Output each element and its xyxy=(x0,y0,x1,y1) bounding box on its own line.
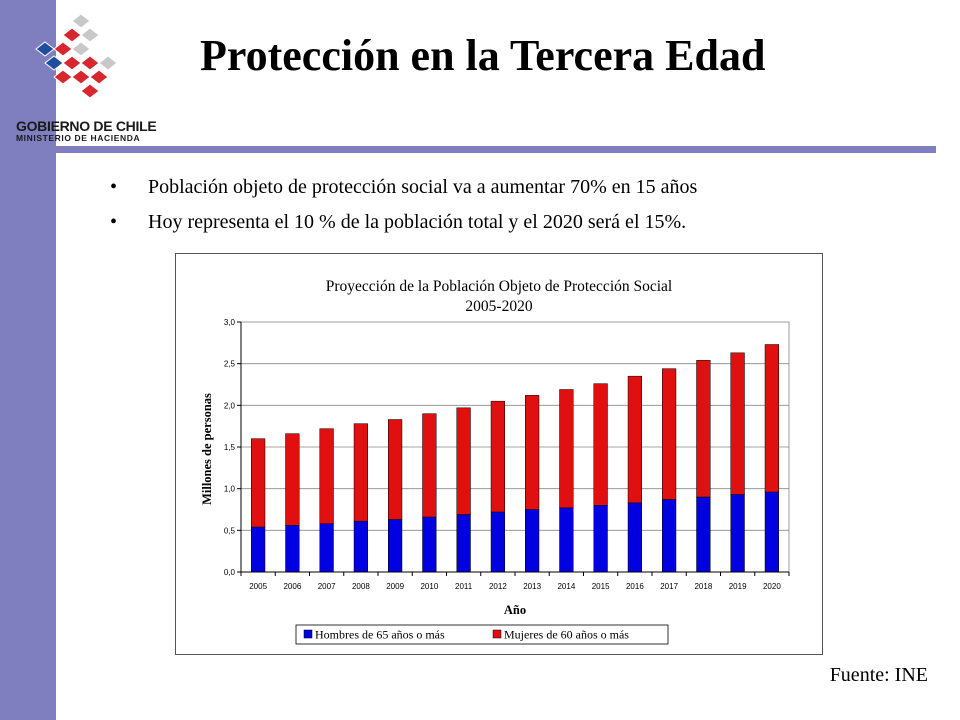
chart-canvas: Proyección de la Población Objeto de Pro… xyxy=(200,278,790,645)
gobierno-de-chile-logo: GOBIERNO DE CHILE MINISTERIO DE HACIENDA xyxy=(6,6,186,146)
x-tick-label: 2018 xyxy=(694,582,712,591)
bar-hombres xyxy=(559,507,574,573)
logo-name: GOBIERNO DE CHILE xyxy=(16,118,157,134)
x-tick-label: 2015 xyxy=(592,582,610,591)
x-tick-label: 2019 xyxy=(729,582,747,591)
x-tick-label: 2017 xyxy=(660,582,678,591)
bullet-item: • Hoy representa el 10 % de la población … xyxy=(110,205,697,240)
x-tick-label: 2013 xyxy=(523,582,541,591)
logo-cube-mark xyxy=(53,69,73,85)
title-divider xyxy=(32,146,936,153)
logo-cube-mark xyxy=(71,41,91,57)
y-tick-label: 2,5 xyxy=(224,360,236,369)
logo-cube-mark xyxy=(35,41,55,57)
x-tick-label: 2010 xyxy=(420,582,438,591)
bar-hombres xyxy=(593,505,608,573)
y-tick-label: 0,5 xyxy=(224,526,236,535)
bar-mujeres xyxy=(593,383,608,506)
bar-hombres xyxy=(353,520,368,573)
bullet-text: Hoy representa el 10 % de la población t… xyxy=(148,211,687,233)
bullet-item: • Población objeto de protección social v… xyxy=(110,170,697,205)
logo-cube-mark xyxy=(89,69,109,85)
bullet-dot-icon: • xyxy=(110,176,118,198)
x-axis-label: Año xyxy=(504,603,526,617)
logo-cube-mark xyxy=(71,13,91,29)
bar-mujeres xyxy=(388,419,403,520)
chart-subtitle: 2005-2020 xyxy=(465,298,532,315)
bar-mujeres xyxy=(764,344,779,493)
bar-hombres xyxy=(422,516,437,573)
bar-hombres xyxy=(490,511,505,573)
legend-swatch xyxy=(303,629,313,639)
bar-mujeres xyxy=(559,389,574,509)
x-tick-label: 2009 xyxy=(386,582,404,591)
x-tick-label: 2012 xyxy=(489,582,507,591)
x-tick-label: 2007 xyxy=(318,582,336,591)
logo-cube-mark xyxy=(80,83,100,99)
bar-hombres xyxy=(662,499,677,573)
population-chart: Proyección de la Población Objeto de Pro… xyxy=(175,253,823,655)
logo-cube-mark xyxy=(80,27,100,43)
y-tick-label: 1,0 xyxy=(224,485,236,494)
bar-mujeres xyxy=(525,395,540,510)
x-tick-label: 2020 xyxy=(763,582,781,591)
y-tick-label: 0,0 xyxy=(224,568,236,577)
bar-mujeres xyxy=(490,400,505,513)
page-title: Protección en la Tercera Edad xyxy=(200,31,766,80)
y-axis-label: Millones de personas xyxy=(200,393,214,505)
logo-cube-mark xyxy=(98,55,118,71)
legend-entry: Mujeres de 60 años o más xyxy=(504,628,629,642)
bullet-dot-icon: • xyxy=(110,211,118,233)
logo-subtitle: MINISTERIO DE HACIENDA xyxy=(16,133,141,143)
x-tick-label: 2008 xyxy=(352,582,370,591)
bar-mujeres xyxy=(319,428,334,524)
bar-hombres xyxy=(285,525,300,573)
bar-mujeres xyxy=(696,360,711,498)
x-tick-label: 2006 xyxy=(283,582,301,591)
bar-hombres xyxy=(764,491,779,573)
legend-swatch xyxy=(492,629,502,639)
bullet-text: Población objeto de protección social va… xyxy=(148,176,698,198)
bar-hombres xyxy=(251,526,266,573)
logo-cube-mark xyxy=(53,41,73,57)
bar-mujeres xyxy=(251,438,266,528)
bar-mujeres xyxy=(730,352,745,495)
y-tick-label: 3,0 xyxy=(224,318,236,327)
logo-cubes-icon xyxy=(35,13,118,99)
y-tick-label: 1,5 xyxy=(224,443,236,452)
bar-hombres xyxy=(319,523,334,573)
legend-box xyxy=(295,624,669,645)
bar-hombres xyxy=(696,496,711,573)
bar-mujeres xyxy=(285,433,300,526)
x-tick-label: 2016 xyxy=(626,582,644,591)
bullet-list: • Población objeto de protección social v… xyxy=(110,170,697,240)
bar-mujeres xyxy=(456,407,471,515)
logo-cube-mark xyxy=(44,55,64,71)
y-tick-label: 2,0 xyxy=(224,401,236,410)
bar-hombres xyxy=(730,494,745,573)
source-note: Fuente: INE xyxy=(829,664,928,686)
logo-cube-mark xyxy=(71,69,91,85)
chart-title: Proyección de la Población Objeto de Pro… xyxy=(326,278,673,295)
bar-hombres xyxy=(388,519,403,573)
bar-hombres xyxy=(525,509,540,573)
logo-cube-mark xyxy=(62,27,82,43)
bar-mujeres xyxy=(662,368,677,500)
x-tick-label: 2005 xyxy=(249,582,267,591)
bar-mujeres xyxy=(627,375,642,504)
bar-hombres xyxy=(456,514,471,573)
bar-mujeres xyxy=(422,413,437,518)
logo-cube-mark xyxy=(62,55,82,71)
legend-entry: Hombres de 65 años o más xyxy=(315,628,445,642)
bar-hombres xyxy=(627,502,642,573)
side-accent-bar xyxy=(0,0,56,720)
x-tick-label: 2011 xyxy=(455,582,473,591)
logo-cube-mark xyxy=(80,55,100,71)
x-tick-label: 2014 xyxy=(557,582,575,591)
bar-mujeres xyxy=(353,423,368,522)
